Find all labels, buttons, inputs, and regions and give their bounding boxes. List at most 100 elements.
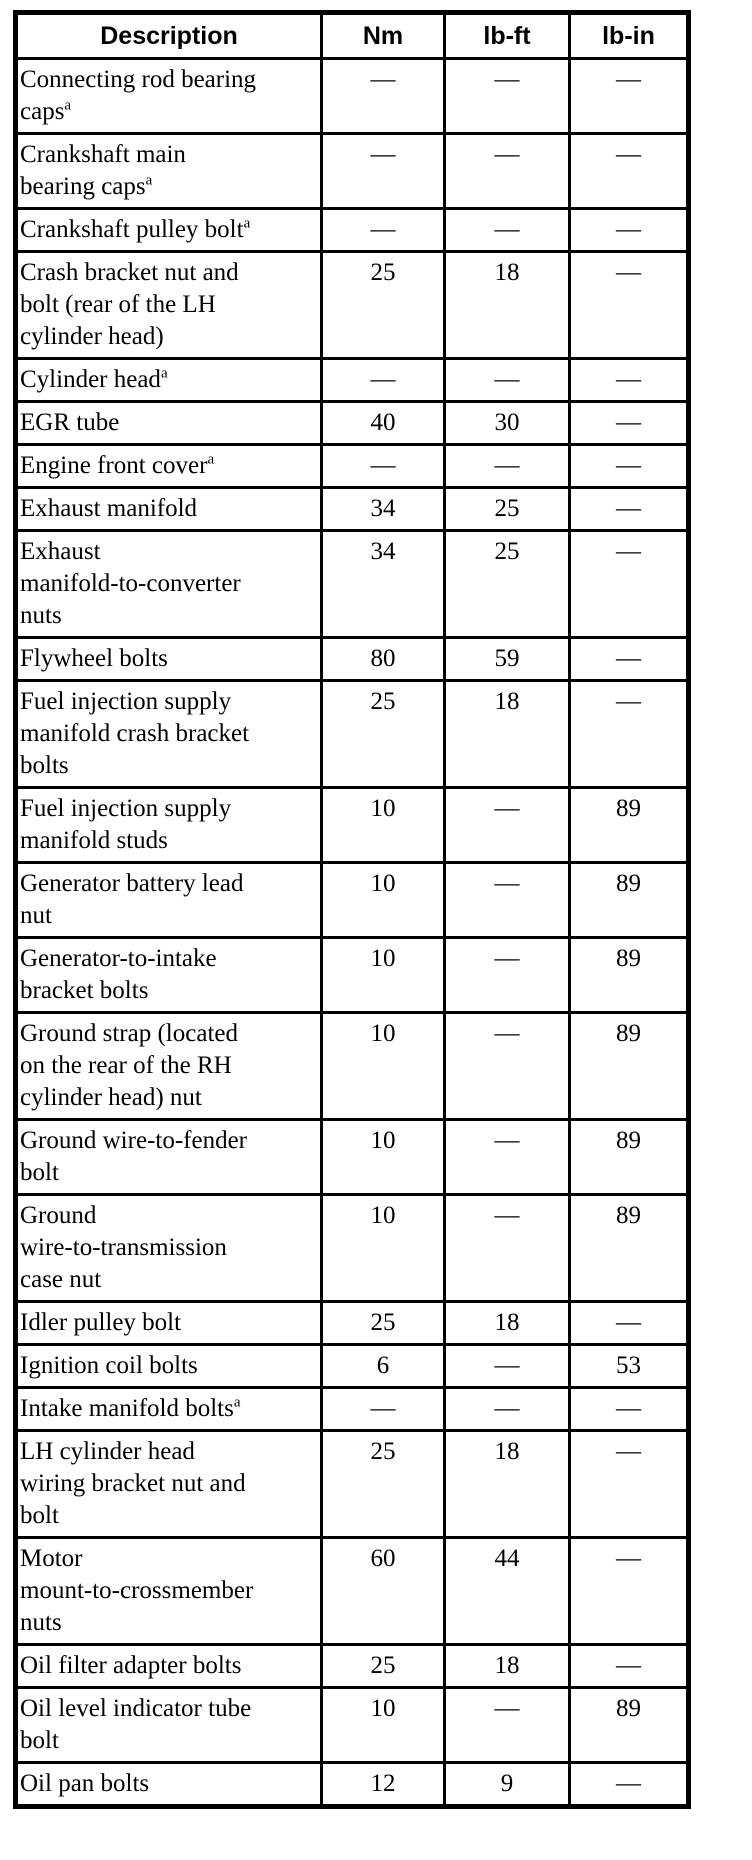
lbft-value-cell: — <box>443 1343 571 1389</box>
description-cell: Fuel injection supply manifold crash bra… <box>14 679 323 789</box>
description-text: Ground wire-to-fender bolt <box>20 1127 247 1186</box>
table-row: Ground wire-to-fender bolt 10—89 <box>14 1118 690 1196</box>
column-header-nm: Nm <box>320 11 446 60</box>
description-text: Fuel injection supply manifold crash bra… <box>20 688 250 779</box>
nm-value-cell: 25 <box>320 1429 446 1539</box>
lbin-value-cell: — <box>568 636 690 682</box>
nm-value-cell: 10 <box>320 1011 446 1121</box>
nm-value-cell: 10 <box>320 1118 446 1196</box>
description-text: EGR tube <box>20 409 120 436</box>
lbin-value-cell: 89 <box>568 1686 690 1764</box>
description-cell: Motor mount-to-crossmember nuts <box>14 1536 323 1646</box>
nm-value-cell: — <box>320 1386 446 1432</box>
description-text: Engine front covera <box>20 451 215 479</box>
footnote-marker: a <box>207 451 215 468</box>
table-row: Oil filter adapter bolts 25 18— <box>14 1643 690 1689</box>
nm-value-cell: 10 <box>320 1686 446 1764</box>
description-cell: Generator-to-intake bracket bolts <box>14 936 323 1014</box>
lbin-value-cell: — <box>568 1429 690 1539</box>
lbin-value-cell: — <box>568 1536 690 1646</box>
description-cell: Cylinder heada <box>14 357 323 403</box>
lbin-value-cell: — <box>568 1761 690 1808</box>
description-cell: Flywheel bolts <box>14 636 323 682</box>
description-text: Idler pulley bolt <box>20 1309 182 1336</box>
lbin-value-cell: — <box>568 57 690 135</box>
table-row: Flywheel bolts 80 59— <box>14 636 690 682</box>
nm-value-cell: — <box>320 207 446 253</box>
nm-value-cell: 10 <box>320 861 446 939</box>
description-text: Ignition coil bolts <box>20 1352 198 1379</box>
description-cell: Generator battery lead nut <box>14 861 323 939</box>
description-text: Crankshaft pulley bolta <box>20 215 251 243</box>
nm-value-cell: — <box>320 132 446 210</box>
description-text: Oil pan bolts <box>20 1770 150 1797</box>
table-row: Generator battery lead nut 10—89 <box>14 861 690 939</box>
lbft-value-cell: 18 <box>443 1300 571 1346</box>
lbft-value-cell: 59 <box>443 636 571 682</box>
description-cell: Ground wire-to-fender bolt <box>14 1118 323 1196</box>
footnote-marker: a <box>233 1394 241 1411</box>
lbft-value-cell: 25 <box>443 486 571 532</box>
nm-value-cell: 10 <box>320 936 446 1014</box>
lbft-value-cell: — <box>443 1386 571 1432</box>
lbft-value-cell: 25 <box>443 529 571 639</box>
description-cell: Oil level indicator tube bolt <box>14 1686 323 1764</box>
description-text: Oil level indicator tube bolt <box>20 1695 252 1754</box>
description-cell: Crankshaft pulley bolta <box>14 207 323 253</box>
table-row: Intake manifold boltsa — — — <box>14 1386 690 1432</box>
lbft-value-cell: — <box>443 861 571 939</box>
nm-value-cell: 25 <box>320 250 446 360</box>
nm-value-cell: 80 <box>320 636 446 682</box>
description-text: Oil filter adapter bolts <box>20 1652 242 1679</box>
description-text: Exhaust manifold-to-converter nuts <box>20 538 241 629</box>
nm-value-cell: — <box>320 57 446 135</box>
description-cell: Idler pulley bolt <box>14 1300 323 1346</box>
description-cell: Intake manifold boltsa <box>14 1386 323 1432</box>
description-cell: Exhaust manifold-to-converter nuts <box>14 529 323 639</box>
description-text: Ground wire-to-transmission case nut <box>20 1202 227 1293</box>
table-row: Ground wire-to-transmission case nut 10—8… <box>14 1193 690 1303</box>
description-cell: Crash bracket nut and bolt (rear of the … <box>14 250 323 360</box>
description-text: Flywheel bolts <box>20 645 168 672</box>
nm-value-cell: — <box>320 443 446 489</box>
description-text: Cylinder heada <box>20 365 168 393</box>
description-cell: Exhaust manifold <box>14 486 323 532</box>
column-header-description: Description <box>14 11 323 60</box>
description-cell: EGR tube <box>14 400 323 446</box>
description-text: Generator-to-intake bracket bolts <box>20 945 217 1004</box>
description-text: Connecting rod bearing capsa <box>20 66 257 125</box>
table-row: Idler pulley bolt 25 18— <box>14 1300 690 1346</box>
torque-spec-table: Description Nm lb-ft lb-in Connecting rod b… <box>13 10 691 1809</box>
lbin-value-cell: 89 <box>568 1118 690 1196</box>
lbft-value-cell: — <box>443 1011 571 1121</box>
lbin-value-cell: — <box>568 529 690 639</box>
lbin-value-cell: — <box>568 250 690 360</box>
lbft-value-cell: — <box>443 207 571 253</box>
nm-value-cell: 12 <box>320 1761 446 1808</box>
nm-value-cell: 25 <box>320 1643 446 1689</box>
nm-value-cell: 10 <box>320 786 446 864</box>
table-row: Crash bracket nut and bolt (rear of the … <box>14 250 690 360</box>
description-text: Intake manifold boltsa <box>20 1394 241 1422</box>
description-text: Crankshaft main bearing capsa <box>20 141 186 200</box>
lbin-value-cell: — <box>568 1643 690 1689</box>
table-row: Oil pan bolts 12 9— <box>14 1761 690 1808</box>
lbin-value-cell: 89 <box>568 861 690 939</box>
nm-value-cell: 25 <box>320 679 446 789</box>
lbft-value-cell: — <box>443 1193 571 1303</box>
description-cell: Ground strap (located on the rear of the… <box>14 1011 323 1121</box>
table-row: LH cylinder head wiring bracket nut and … <box>14 1429 690 1539</box>
table-row: Generator-to-intake bracket bolts 10—89 <box>14 936 690 1014</box>
lbin-value-cell: — <box>568 1386 690 1432</box>
description-cell: Oil filter adapter bolts <box>14 1643 323 1689</box>
lbft-value-cell: 18 <box>443 1643 571 1689</box>
lbin-value-cell: — <box>568 132 690 210</box>
nm-value-cell: 10 <box>320 1193 446 1303</box>
description-cell: Engine front covera <box>14 443 323 489</box>
footnote-marker: a <box>160 365 168 382</box>
nm-value-cell: 60 <box>320 1536 446 1646</box>
description-text: Ground strap (located on the rear of the… <box>20 1020 238 1111</box>
table-row: Connecting rod bearing capsa — — — <box>14 57 690 135</box>
description-text: Motor mount-to-crossmember nuts <box>20 1545 254 1636</box>
